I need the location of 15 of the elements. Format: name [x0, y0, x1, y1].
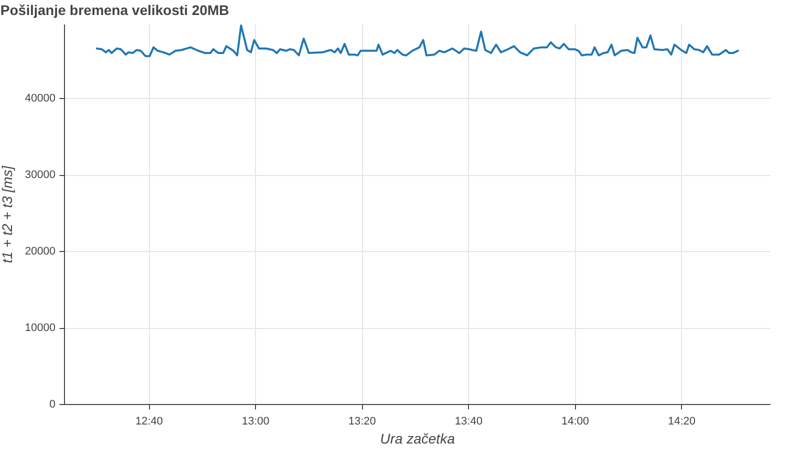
x-tick-label: 13:00 [242, 416, 270, 428]
x-tick-label: 12:40 [135, 416, 163, 428]
x-axis-title: Ura začetka [380, 430, 456, 446]
y-tick-label: 0 [49, 398, 56, 410]
y-tick-label: 20000 [24, 246, 56, 258]
y-tick-label: 40000 [24, 92, 56, 105]
line-series [96, 24, 740, 58]
x-tick-label: 13:40 [454, 416, 482, 428]
y-tick-label: 30000 [24, 169, 56, 182]
y-tick-label: 10000 [24, 322, 56, 334]
chart-title: Pošiljanje bremena velikosti 20MB [0, 2, 230, 18]
y-axis-title: t1 + t2 + t3 [ms] [0, 164, 15, 264]
x-tick-label: 14:20 [668, 416, 696, 428]
x-tick-label: 13:20 [348, 416, 376, 428]
x-tick-label: 14:00 [561, 416, 589, 428]
